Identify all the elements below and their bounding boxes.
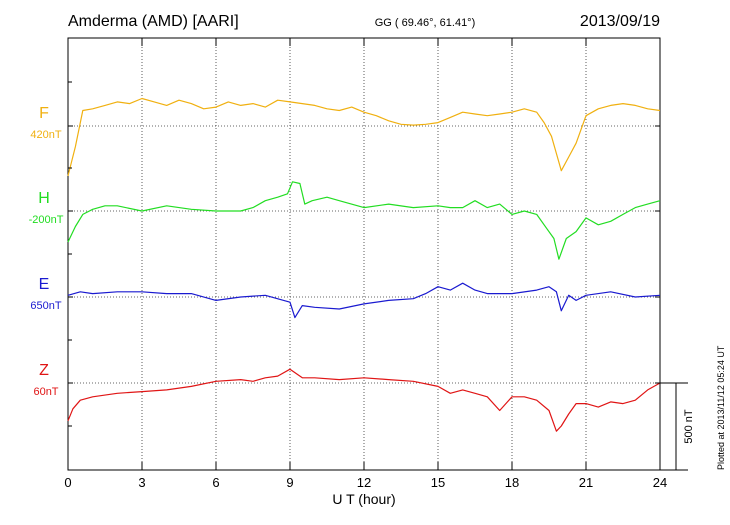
x-tick-label: 24 <box>653 475 667 490</box>
chart-date: 2013/09/19 <box>580 13 660 30</box>
scale-bar-label: 500 nT <box>683 409 695 444</box>
scale-layer: 500 nT <box>660 382 695 471</box>
station-title: Amderma (AMD) [AARI] <box>68 13 239 30</box>
x-tick-label: 15 <box>431 475 445 490</box>
series-name-e: E <box>39 276 50 293</box>
grid-layer <box>141 38 587 470</box>
series-baseline-label-f: 420nT <box>30 129 61 141</box>
station-coords: GG ( 69.46°, 61.41°) <box>375 17 476 29</box>
series-name-z: Z <box>39 362 49 379</box>
series-name-f: F <box>39 105 49 122</box>
x-tick-label: 18 <box>505 475 519 490</box>
series-baseline-label-h: -200nT <box>29 214 64 226</box>
x-tick-label: 6 <box>212 475 219 490</box>
x-tick-label: 0 <box>64 475 71 490</box>
label-layer: 0 3 6 9 12 15 18 21 24 F 420nT H -200nT E 650nT Z 60nT <box>29 105 668 490</box>
x-axis-label: U T (hour) <box>332 491 395 507</box>
tick-layer <box>67 38 661 470</box>
x-tick-label: 12 <box>357 475 371 490</box>
x-tick-label: 21 <box>579 475 593 490</box>
series-line-f <box>67 97 661 177</box>
series-layer <box>67 97 661 432</box>
series-baseline-label-e: 650nT <box>30 300 61 312</box>
x-tick-label: 9 <box>286 475 293 490</box>
series-line-e <box>67 282 661 319</box>
x-tick-label: 3 <box>138 475 145 490</box>
series-name-h: H <box>38 190 50 207</box>
series-line-z <box>67 368 661 432</box>
series-baseline-label-z: 60nT <box>33 386 58 398</box>
plotted-at-note: Plotted at 2013/11/12 05:24 UT <box>716 345 726 470</box>
series-line-h <box>67 181 661 260</box>
